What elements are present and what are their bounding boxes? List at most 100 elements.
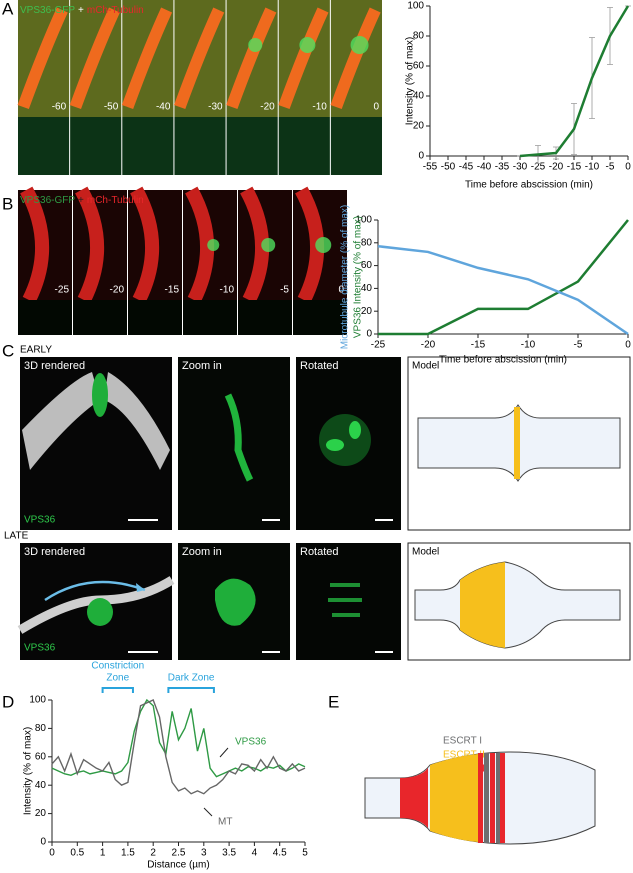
column-label: Zoom in bbox=[182, 546, 222, 558]
x-tick-label: -25 bbox=[371, 340, 386, 351]
y-tick-label: 80 bbox=[413, 31, 425, 42]
escrt-iii-constriction bbox=[400, 768, 428, 828]
vps36-blob bbox=[92, 373, 108, 417]
y-tick-label: 100 bbox=[29, 695, 46, 706]
x-tick-label: 3 bbox=[201, 848, 207, 859]
x-tick-label: 5 bbox=[302, 848, 308, 859]
x-tick-label: -35 bbox=[495, 162, 510, 173]
tubulin-render bbox=[104, 372, 170, 470]
vps36-spot bbox=[261, 238, 276, 252]
tubulin bbox=[75, 186, 105, 304]
frame bbox=[174, 117, 226, 175]
series-label: Microtubule diameter (% of max) bbox=[340, 205, 351, 350]
frame-time: 0 bbox=[373, 102, 379, 113]
stage-label: EARLY bbox=[20, 345, 52, 356]
x-axis-label: Distance (µm) bbox=[147, 860, 209, 871]
zone-bracket bbox=[167, 687, 215, 693]
x-tick-label: -30 bbox=[513, 162, 528, 173]
image-strip: -60 -50 -40 -30 -20 -10 0 bbox=[17, 0, 382, 175]
y-axis-label: Intensity (% of max) bbox=[23, 727, 34, 815]
x-tick-label: -25 bbox=[531, 162, 546, 173]
frame bbox=[183, 300, 237, 335]
join: + bbox=[78, 195, 84, 206]
frame-time: -5 bbox=[280, 285, 289, 296]
x-tick-label: -40 bbox=[477, 162, 492, 173]
x-tick-label: -50 bbox=[441, 162, 456, 173]
x-axis-label: Time before abscission (min) bbox=[465, 180, 593, 191]
x-tick-label: -5 bbox=[606, 162, 615, 173]
x-tick-label: -20 bbox=[421, 340, 436, 351]
frame bbox=[278, 117, 330, 175]
column-label: Zoom in bbox=[182, 360, 222, 372]
frame-time: 0 bbox=[338, 285, 344, 296]
y-tick-label: 80 bbox=[361, 237, 373, 248]
vps36-spot bbox=[315, 237, 332, 253]
tubulin bbox=[20, 186, 50, 304]
frame bbox=[70, 117, 122, 175]
x-tick-label: -5 bbox=[574, 340, 583, 351]
tubulin bbox=[17, 7, 68, 110]
y-tick-label: 40 bbox=[413, 91, 425, 102]
escrt-ring bbox=[496, 753, 501, 843]
vps36-spot bbox=[350, 36, 369, 54]
x-tick-label: 4 bbox=[252, 848, 258, 859]
series-label: VPS36 bbox=[235, 737, 267, 748]
x-tick-label: -45 bbox=[459, 162, 474, 173]
escrt-ring bbox=[478, 753, 483, 843]
column-label: 3D rendered bbox=[24, 546, 85, 558]
vps36-spot bbox=[248, 38, 263, 52]
stain-label: VPS36 bbox=[24, 643, 56, 654]
tubulin: mCh-Tubulin bbox=[87, 5, 144, 16]
y-tick-label: 60 bbox=[413, 61, 425, 72]
frame bbox=[18, 300, 72, 335]
zone-label: Constriction bbox=[91, 661, 144, 672]
legend-entry: ESCRT I bbox=[443, 736, 482, 747]
y-tick-label: 80 bbox=[35, 723, 47, 734]
image-row bbox=[20, 356, 631, 531]
escrt-ring bbox=[514, 407, 520, 479]
frame-time: -10 bbox=[220, 285, 235, 296]
data-line bbox=[51, 699, 306, 795]
y-tick-label: 60 bbox=[35, 751, 47, 762]
tubulin: mCh-Tubulin bbox=[87, 195, 144, 206]
x-tick-label: 4.5 bbox=[273, 848, 287, 859]
frame bbox=[18, 117, 70, 175]
x-tick-label: 3.5 bbox=[222, 848, 236, 859]
vps36-blob bbox=[319, 414, 371, 466]
tubulin bbox=[330, 7, 381, 110]
column-label: Rotated bbox=[300, 546, 339, 558]
series-label: VPS36 Intensity (% of max) bbox=[353, 216, 364, 338]
frame bbox=[238, 300, 292, 335]
x-tick-label: 1 bbox=[100, 848, 106, 859]
frame-time: -25 bbox=[55, 285, 70, 296]
frame bbox=[293, 300, 347, 335]
zone-bracket bbox=[101, 687, 134, 693]
y-tick-label: 20 bbox=[361, 306, 373, 317]
legend-entry: ESCRT II bbox=[443, 750, 485, 761]
image-title: VPS36-GFP + mCh-Tubulin bbox=[20, 195, 144, 206]
vps36-blob bbox=[326, 439, 344, 451]
stage-label: LATE bbox=[4, 531, 29, 542]
x-tick-label: 0 bbox=[625, 162, 631, 173]
frame-time: -20 bbox=[110, 285, 125, 296]
y-tick-label: 100 bbox=[355, 215, 372, 226]
tubulin-render bbox=[22, 372, 100, 470]
series-label: MT bbox=[218, 817, 232, 828]
vps36-spot bbox=[207, 239, 220, 251]
tubulin bbox=[185, 186, 215, 304]
data-line bbox=[519, 5, 630, 158]
y-tick-label: 0 bbox=[418, 151, 424, 162]
data-line bbox=[377, 244, 629, 336]
escrt-ring bbox=[490, 753, 495, 843]
frame bbox=[128, 300, 182, 335]
column-label: Model bbox=[412, 361, 439, 372]
tubulin bbox=[69, 7, 120, 110]
vps36-blob bbox=[224, 393, 254, 482]
image-title: VPS36-GFP + mCh-Tubulin bbox=[20, 5, 144, 16]
vps36-spot bbox=[299, 37, 316, 53]
vps36-blob bbox=[215, 578, 256, 626]
data-line bbox=[51, 698, 306, 778]
frame-time: -30 bbox=[208, 102, 223, 113]
